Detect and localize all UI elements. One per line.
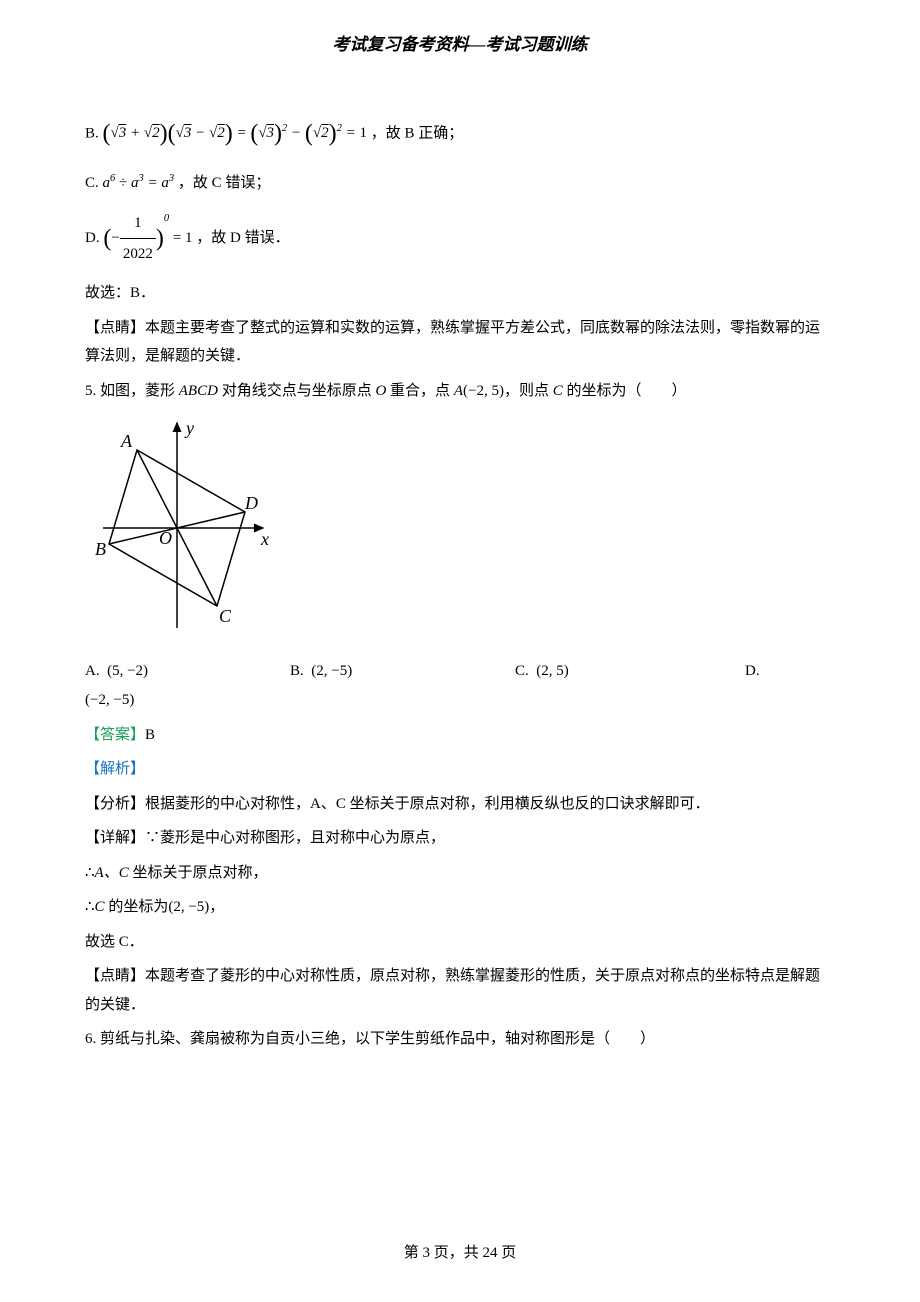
choice-c-label: C.: [515, 663, 529, 679]
comment-5: 【点睛】本题考查了菱形的中心对称性质，原点对称，熟练掌握菱形的性质，关于原点对称…: [85, 962, 835, 1019]
analysis-5: 【解析】: [85, 755, 835, 784]
q5-coordA: (−2, 5): [463, 383, 504, 399]
choice-d-val-line: (−2, −5): [85, 686, 835, 715]
analysis-5-sub1-text: 根据菱形的中心对称性，A、C 坐标关于原点对称，利用横反纵也反的口诀求解即可．: [145, 796, 710, 812]
equals-one: = 1: [173, 230, 193, 246]
choice-d: D.: [745, 663, 835, 680]
option-c-prefix: C.: [85, 175, 99, 191]
choice-b: B. (2, −5): [290, 663, 515, 680]
comment-5-text: 本题考查了菱形的中心对称性质，原点对称，熟练掌握菱形的性质，关于原点对称点的坐标…: [85, 968, 820, 1013]
detail-5-line3: ∴C 的坐标为(2, −5)，: [85, 893, 835, 922]
figure-label-x: x: [260, 529, 269, 549]
choice-b-val: (2, −5): [311, 663, 352, 679]
option-d-expr: (−12022)0 = 1: [103, 230, 196, 246]
figure-label-o: O: [159, 528, 172, 548]
question-5-stem: 5. 如图，菱形 ABCD 对角线交点与坐标原点 O 重合，点 A(−2, 5)…: [85, 377, 835, 406]
choice-b-label: B.: [290, 663, 304, 679]
d5l3b: 的坐标为: [108, 899, 168, 915]
figure-label-a: A: [120, 431, 133, 451]
q5-c: 重合，点: [390, 383, 454, 399]
choice-c: C. (2, 5): [515, 663, 745, 680]
q5-num: 5.: [85, 383, 96, 399]
power-zero: 0: [164, 213, 169, 224]
q6-num: 6.: [85, 1031, 96, 1047]
d5l3c: ，: [209, 899, 224, 915]
comment-1-label: 【点睛】: [85, 319, 145, 336]
option-b-prefix: B.: [85, 125, 99, 141]
option-c-suffix: ，故 C 错误；: [178, 175, 271, 191]
analysis-5-label: 【解析】: [85, 760, 145, 777]
d5l3a: ∴: [85, 899, 95, 915]
q6-text: 剪纸与扎染、龚扇被称为自贡小三绝，以下学生剪纸作品中，轴对称图形是（ ）: [100, 1031, 655, 1047]
question-6-stem: 6. 剪纸与扎染、龚扇被称为自贡小三绝，以下学生剪纸作品中，轴对称图形是（ ）: [85, 1025, 835, 1054]
choice-c-val: (2, 5): [536, 663, 569, 679]
answer-5-label: 【答案】: [85, 726, 145, 743]
q5-a: 如图，菱形: [100, 383, 179, 399]
option-c-expr: a6 ÷ a3 = a3: [103, 175, 175, 191]
choice-d-label: D.: [745, 663, 760, 679]
comment-1-text: 本题主要考查了整式的运算和实数的运算，熟练掌握平方差公式，同底数幂的除法法则，零…: [85, 320, 820, 365]
option-c-line: C. a6 ÷ a3 = a3 ，故 C 错误；: [85, 168, 835, 198]
frac-num: 1: [120, 208, 156, 239]
d5l2i: A、C: [95, 865, 133, 881]
detail-5-line1: 【详解】∵菱形是中心对称图形，且对称中心为原点，: [85, 824, 835, 853]
choice-a: A. (5, −2): [85, 663, 290, 680]
option-d-suffix: ，故 D 错误．: [196, 230, 289, 246]
answer-5: 【答案】B: [85, 721, 835, 750]
q5-A: A: [454, 383, 463, 399]
frac-den: 2022: [120, 239, 156, 269]
conclusion-5: 故选 C．: [85, 928, 835, 957]
option-b-expr: (√3 + √2)(√3 − √2) = (√3)2 − (√2)2 = 1: [103, 125, 371, 141]
q5-choices-row: A. (5, −2) B. (2, −5) C. (2, 5) D.: [85, 663, 835, 680]
footer-a: 第: [404, 1245, 423, 1261]
q5-e: 的坐标为（ ）: [566, 383, 686, 399]
q5-b: 对角线交点与坐标原点: [222, 383, 376, 399]
q5-d: ，则点: [504, 383, 553, 399]
q5-abcd: ABCD: [179, 383, 222, 399]
comment-5-label: 【点睛】: [85, 967, 145, 984]
footer-total: 24: [483, 1245, 498, 1261]
option-d-prefix: D.: [85, 230, 100, 246]
option-b-line: B. (√3 + √2)(√3 − √2) = (√3)2 − (√2)2 = …: [85, 110, 835, 158]
figure-label-y: y: [184, 418, 194, 438]
comment-1: 【点睛】本题主要考查了整式的运算和实数的运算，熟练掌握平方差公式，同底数幂的除法…: [85, 314, 835, 371]
choice-a-val: (5, −2): [107, 663, 148, 679]
option-d-line: D. (−12022)0 = 1 ，故 D 错误．: [85, 208, 835, 269]
answer-5-val: B: [145, 727, 155, 743]
d5l3i: C: [95, 899, 109, 915]
analysis-5-sub1-label: 【分析】: [85, 795, 145, 812]
detail-5-label: 【详解】: [85, 829, 145, 846]
q5-C: C: [553, 383, 567, 399]
page-header: 考试复习备考资料—考试习题训练: [85, 30, 835, 55]
d5l2b: 坐标关于原点对称，: [132, 865, 267, 881]
footer-page: 3: [422, 1245, 430, 1261]
analysis-5-sub1: 【分析】根据菱形的中心对称性，A、C 坐标关于原点对称，利用横反纵也反的口诀求解…: [85, 790, 835, 819]
conclusion-1: 故选：B．: [85, 279, 835, 308]
figure-label-b: B: [95, 539, 106, 559]
choice-d-val: (−2, −5): [85, 692, 134, 708]
option-b-suffix: ，故 B 正确；: [371, 125, 464, 141]
choice-a-label: A.: [85, 663, 100, 679]
footer-c: 页: [498, 1245, 517, 1261]
page-footer: 第 3 页，共 24 页: [0, 1241, 920, 1262]
figure-label-d: D: [244, 493, 258, 513]
figure-label-c: C: [219, 606, 232, 626]
detail-5-text1: ∵菱形是中心对称图形，且对称中心为原点，: [145, 830, 445, 846]
d5l3coord: (2, −5): [168, 899, 209, 915]
d5l2a: ∴: [85, 865, 95, 881]
figure-rhombus: A B C D O x y: [85, 413, 835, 653]
footer-b: 页，共: [430, 1245, 483, 1261]
detail-5-line2: ∴A、C 坐标关于原点对称，: [85, 859, 835, 888]
q5-O: O: [375, 383, 390, 399]
